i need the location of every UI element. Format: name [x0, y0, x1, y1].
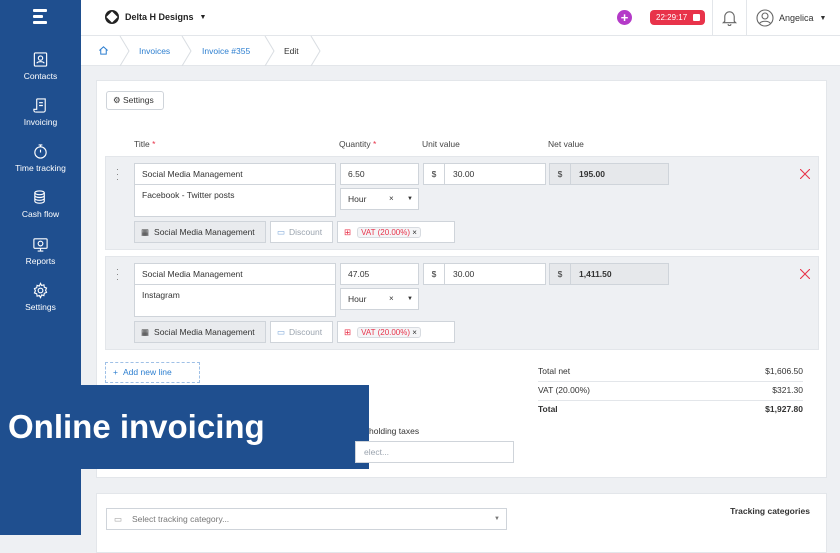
add-new-line-button[interactable]: + Add new line: [105, 362, 200, 383]
sidebar-item-settings[interactable]: Settings: [0, 282, 81, 312]
line-description-input[interactable]: Facebook - Twitter posts: [134, 184, 336, 217]
divider: [712, 0, 713, 36]
net-value-field: $ 1,411.50: [549, 263, 669, 285]
totals-net: Total net $1,606.50: [538, 366, 803, 376]
quantity-input[interactable]: 47.05: [340, 263, 419, 285]
organization-switcher[interactable]: Delta H Designs ▼: [105, 10, 206, 24]
breadcrumb-invoices[interactable]: Invoices: [139, 46, 171, 56]
tax-select[interactable]: ⊞ VAT (20.00%) ×: [337, 321, 455, 343]
chevron-down-icon: ▼: [494, 516, 500, 522]
currency-prefix: $: [424, 164, 445, 184]
user-menu[interactable]: Angelica ▼: [756, 9, 826, 27]
remove-line-icon[interactable]: [800, 169, 810, 179]
gear-icon: [33, 282, 48, 299]
column-title: Title *: [134, 139, 156, 149]
line-title-input[interactable]: Social Media Management: [134, 263, 336, 285]
building-icon: ▦: [141, 326, 150, 337]
sidebar-item-time-tracking[interactable]: Time tracking: [0, 143, 81, 173]
invoice-line: · · · Social Media Management Instagram 47…: [105, 256, 819, 350]
add-button[interactable]: +: [617, 10, 632, 25]
discount-icon: ▭: [277, 226, 286, 237]
promo-banner: Online invoicing: [0, 385, 369, 469]
tax-icon: ⊞: [344, 326, 352, 337]
stopwatch-icon: [34, 144, 47, 159]
unit-value-input[interactable]: $ 30.00: [423, 163, 546, 185]
contacts-icon: [33, 52, 48, 67]
clear-icon[interactable]: ×: [389, 294, 394, 303]
gear-icon: ⚙: [113, 95, 121, 105]
tracking-card: ▭ Select tracking category... ▼ Tracking…: [96, 493, 827, 553]
category-button[interactable]: ▦ Social Media Management: [134, 321, 266, 343]
sidebar-item-cash-flow[interactable]: Cash flow: [0, 189, 81, 219]
logo-icon[interactable]: [33, 9, 47, 25]
divider: [746, 0, 747, 36]
column-net-value: Net value: [548, 139, 584, 149]
currency-prefix: $: [550, 164, 571, 184]
discount-icon: ▭: [277, 326, 286, 337]
tax-icon: ⊞: [344, 226, 352, 237]
building-icon: ▦: [141, 226, 150, 237]
breadcrumb-separator: [119, 36, 130, 66]
quantity-input[interactable]: 6.50: [340, 163, 419, 185]
breadcrumb-separator: [264, 36, 275, 66]
line-description-input[interactable]: Instagram: [134, 284, 336, 317]
coins-icon: [34, 190, 45, 204]
totals-vat: VAT (20.00%) $321.30: [538, 385, 803, 395]
currency-prefix: $: [424, 264, 445, 284]
plus-icon: +: [113, 367, 118, 377]
top-bar: Delta H Designs ▼ + 22:29:17 Angelica ▼: [81, 0, 840, 36]
column-quantity: Quantity *: [339, 139, 377, 149]
discount-button[interactable]: ▭ Discount: [270, 321, 333, 343]
divider: [538, 400, 803, 401]
unit-select[interactable]: Hour × ▼: [340, 188, 419, 210]
reports-icon: [33, 238, 48, 252]
breadcrumb-separator: [181, 36, 192, 66]
net-value-field: $ 195.00: [549, 163, 669, 185]
clear-icon[interactable]: ×: [389, 194, 394, 203]
remove-line-icon[interactable]: [800, 269, 810, 279]
organization-logo: [105, 10, 119, 24]
category-button[interactable]: ▦ Social Media Management: [134, 221, 266, 243]
breadcrumb-separator: [310, 36, 321, 66]
column-unit-value: Unit value: [422, 139, 460, 149]
timer-badge[interactable]: 22:29:17: [650, 10, 705, 25]
breadcrumb-edit: Edit: [284, 46, 299, 56]
bell-icon[interactable]: [721, 9, 738, 26]
home-icon[interactable]: [98, 45, 109, 56]
stop-icon[interactable]: [693, 14, 700, 21]
breadcrumb: Invoices Invoice #355 Edit: [81, 36, 840, 66]
discount-button[interactable]: ▭ Discount: [270, 221, 333, 243]
clear-icon[interactable]: ×: [412, 227, 417, 237]
tracking-categories-title: Tracking categories: [730, 506, 810, 516]
clear-icon[interactable]: ×: [412, 327, 417, 337]
withholding-taxes-label: holding taxes: [369, 426, 420, 436]
breadcrumb-invoice-number[interactable]: Invoice #355: [202, 46, 251, 56]
sidebar-item-invoicing[interactable]: Invoicing: [0, 97, 81, 127]
chevron-down-icon: ▼: [199, 13, 207, 21]
invoice-icon: [33, 98, 46, 113]
withholding-taxes-select[interactable]: elect...: [355, 441, 514, 463]
settings-button[interactable]: ⚙ Settings: [106, 91, 164, 110]
chevron-down-icon: ▼: [819, 14, 827, 22]
sidebar-item-reports[interactable]: Reports: [0, 236, 81, 266]
chevron-down-icon: ▼: [407, 196, 413, 202]
user-avatar-icon: [756, 9, 774, 27]
unit-value-input[interactable]: $ 30.00: [423, 263, 546, 285]
line-title-input[interactable]: Social Media Management: [134, 163, 336, 185]
divider: [538, 381, 803, 382]
tag-icon: ▭: [114, 514, 123, 524]
totals-total: Total $1,927.80: [538, 404, 803, 414]
currency-prefix: $: [550, 264, 571, 284]
tax-select[interactable]: ⊞ VAT (20.00%) ×: [337, 221, 455, 243]
unit-select[interactable]: Hour × ▼: [340, 288, 419, 310]
drag-handle-icon[interactable]: · · ·: [116, 164, 119, 184]
chevron-down-icon: ▼: [407, 296, 413, 302]
invoice-line: · · · Social Media Management Facebook - T…: [105, 156, 819, 250]
drag-handle-icon[interactable]: · · ·: [116, 264, 119, 284]
sidebar-item-contacts[interactable]: Contacts: [0, 51, 81, 81]
tracking-category-select[interactable]: ▭ Select tracking category... ▼: [106, 508, 507, 530]
